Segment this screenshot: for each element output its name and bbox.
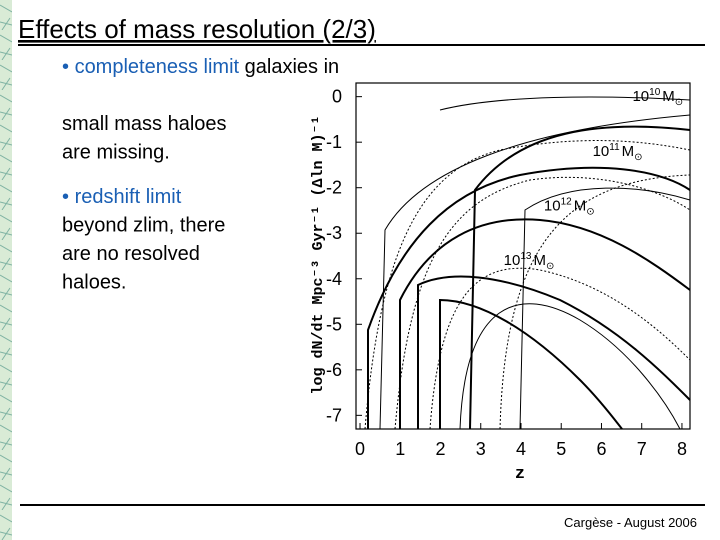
y-tick-label: -7	[326, 405, 342, 425]
bullet-text: small mass haloes	[62, 113, 227, 135]
annotation-base: 10	[632, 88, 649, 105]
slide-title: Effects of mass resolution (2/3)	[18, 14, 376, 44]
bullet-text: beyond zlim, there	[62, 215, 225, 237]
annotation: 1013 M⊙	[504, 251, 555, 272]
x-tick-label: 5	[556, 439, 566, 459]
x-axis-label: z	[515, 465, 525, 484]
y-tick-label: 0	[332, 87, 342, 107]
annotation-unit: M	[574, 197, 587, 214]
sun-symbol: ⊙	[546, 261, 554, 272]
annotation: 1012 M⊙	[544, 196, 595, 217]
annotation-unit: M	[662, 88, 675, 105]
y-tick-label: -2	[326, 178, 342, 198]
bullet: • redshift limit	[62, 186, 182, 208]
bullet-text: haloes.	[62, 272, 127, 294]
sun-symbol: ⊙	[586, 206, 594, 217]
x-tick-label: 0	[355, 439, 365, 459]
x-tick-label: 2	[435, 439, 445, 459]
y-tick-label: -3	[326, 223, 342, 243]
bullet-dot: •	[62, 186, 75, 208]
bullet-text: galaxies in	[239, 56, 339, 78]
plot-frame	[355, 82, 691, 430]
annotation-exp: 11	[609, 142, 620, 153]
x-tick-label: 3	[476, 439, 486, 459]
y-axis-label: log dN/dt Mpc⁻³ Gyr⁻¹ (Δln M)⁻¹	[310, 115, 327, 394]
curves	[364, 96, 691, 430]
annotation-unit: M	[622, 143, 635, 160]
x-tick-label: 6	[596, 439, 606, 459]
x-tick-label: 8	[677, 439, 687, 459]
annotation-exp: 12	[561, 196, 573, 207]
annotation-unit: M	[533, 252, 546, 269]
sun-symbol: ⊙	[634, 152, 642, 163]
bullet-lead: completeness limit	[75, 56, 240, 78]
annotation-exp: 10	[649, 87, 661, 98]
annotation-base: 10	[504, 252, 521, 269]
annotation: 1011 M⊙	[593, 142, 643, 163]
x-tick-label: 7	[637, 439, 647, 459]
y-tick-label: -1	[326, 132, 342, 152]
annotation: 1010 M⊙	[632, 87, 683, 108]
x-tick-label: 4	[516, 439, 526, 459]
bullet-text: are no resolved	[62, 243, 200, 265]
y-tick-label: -4	[326, 269, 342, 289]
sun-symbol: ⊙	[675, 97, 683, 108]
x-tick-label: 1	[395, 439, 405, 459]
annotation-exp: 13	[520, 251, 532, 262]
bullet-text: are missing.	[62, 142, 170, 164]
y-tick-label: -5	[326, 314, 342, 334]
bullet: • completeness limit galaxies in	[62, 56, 339, 78]
footer: Cargèse - August 2006	[564, 515, 697, 530]
bullet-dot: •	[62, 56, 75, 78]
side-texture	[0, 0, 12, 540]
bullet-lead: redshift limit	[75, 186, 182, 208]
annotation-base: 10	[593, 143, 610, 160]
annotation-base: 10	[544, 197, 561, 214]
y-tick-label: -6	[326, 360, 342, 380]
